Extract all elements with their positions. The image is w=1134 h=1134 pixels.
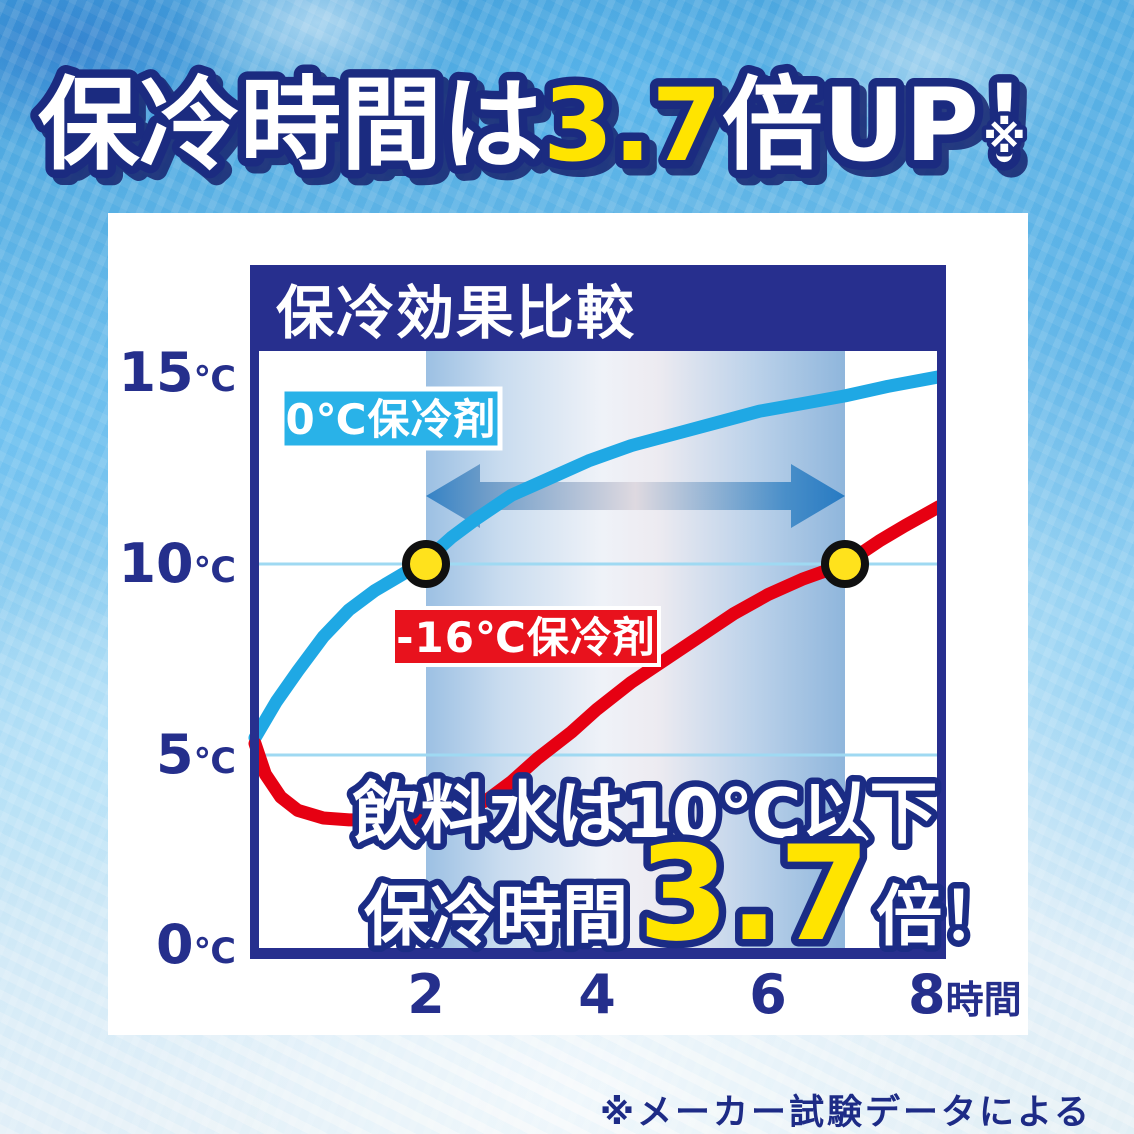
threshold-dot-red	[821, 540, 869, 588]
series-label-blue: 0℃保冷剤	[279, 386, 503, 451]
callout-line2: 保冷時間3.7倍！	[364, 817, 1008, 970]
headline-shadow: 保冷時間は3.7倍UP！	[45, 73, 1087, 191]
y-tick-0: 0℃	[156, 913, 236, 976]
cooling-comparison-chart: 保冷効果比較 0℃保冷剤 -16℃保冷	[118, 265, 1022, 1026]
series-label-red-text: -16℃保冷剤	[396, 613, 656, 662]
chart-panel: 保冷効果比較 0℃保冷剤 -16℃保冷	[108, 213, 1028, 1035]
y-axis-line	[250, 351, 259, 959]
x-tick-2: 2	[407, 963, 445, 1026]
headline-note-mark: ※	[983, 112, 1026, 163]
y-tick-5: 5℃	[156, 723, 236, 786]
headline: 保冷時間は3.7倍UP！ 保冷時間は3.7倍UP！ ※	[30, 58, 1096, 200]
series-label-red: -16℃保冷剤	[391, 606, 661, 667]
series-label-red-box	[391, 606, 661, 667]
chart-title-bar	[250, 265, 946, 351]
plot-right-border	[937, 351, 946, 959]
headline-text: 保冷時間は3.7倍UP！	[38, 66, 1080, 184]
x-axis-line	[250, 948, 946, 959]
series-label-blue-box	[279, 386, 503, 451]
x-tick-8-hours: 8時間	[908, 963, 1022, 1026]
y-tick-10: 10℃	[118, 532, 236, 595]
duration-arrow	[426, 464, 845, 528]
chart-title: 保冷効果比較	[276, 279, 636, 347]
x-tick-6: 6	[749, 963, 787, 1026]
line-0c-coolant	[248, 370, 946, 745]
line-minus16c-coolant	[248, 500, 946, 827]
x-tick-4: 4	[578, 963, 616, 1026]
y-tick-15: 15℃	[118, 341, 236, 404]
footnote: ※メーカー試験データによる	[600, 1093, 1092, 1133]
series-label-blue-text: 0℃保冷剤	[285, 395, 496, 444]
callout-line1: 飲料水は10℃以下	[353, 775, 938, 854]
threshold-dot-blue	[402, 540, 450, 588]
